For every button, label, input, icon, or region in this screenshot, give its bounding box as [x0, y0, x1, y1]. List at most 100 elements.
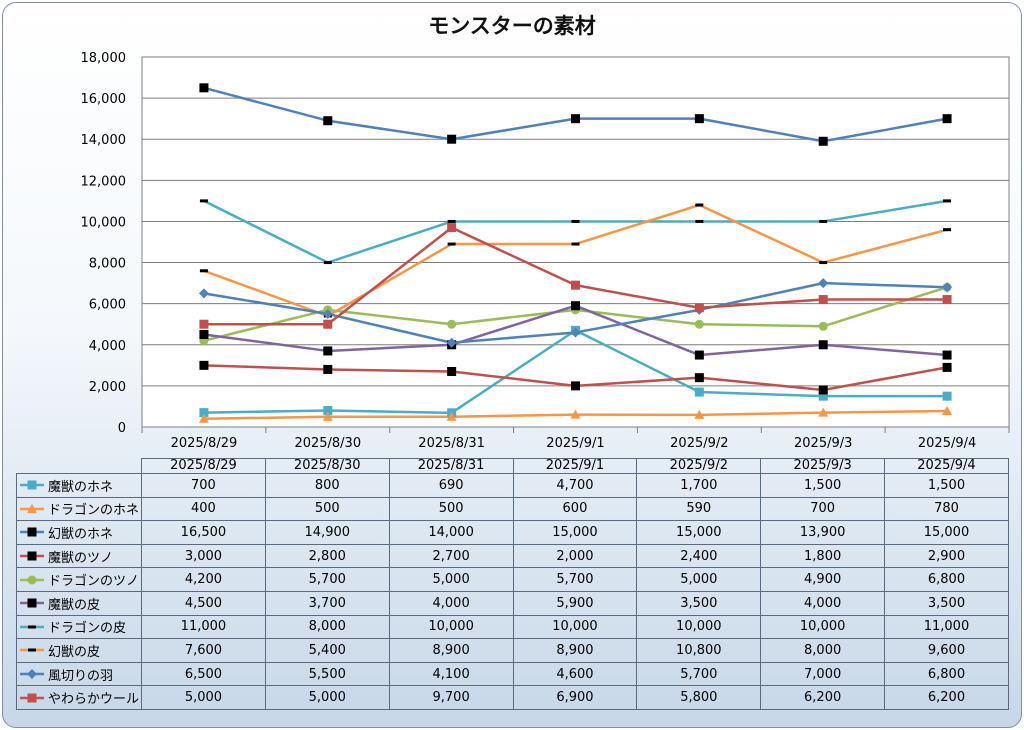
y-tick-label: 6,000 [89, 298, 126, 313]
data-point-7-0 [199, 269, 208, 273]
table-row: 魔獣のホネ 700 800 690 4,700 1,700 1,500 1,500 [16, 473, 1009, 498]
series-label-cell: 魔獣の皮 [16, 590, 142, 616]
data-point-9-1 [323, 319, 333, 329]
data-point-1-2 [446, 411, 457, 421]
data-point-6-4 [695, 219, 704, 223]
series-label-cell: 風切りの羽 [16, 661, 142, 687]
table-cell: 10,000 [388, 614, 514, 640]
data-point-1-3 [570, 409, 581, 419]
table-cell: 4,200 [141, 567, 266, 592]
data-point-7-4 [695, 203, 704, 207]
data-point-3-0 [199, 360, 209, 370]
data-point-1-1 [322, 411, 333, 421]
series-label-cell: 幻獣のホネ [16, 520, 142, 545]
table-cell: 4,100 [388, 661, 514, 687]
data-point-7-6 [943, 228, 952, 232]
table-cell: 4,900 [760, 567, 886, 592]
line-chart: 0 2,000 4,000 6,000 8,000 10,000 12,000 14,000 1… [81, 51, 1010, 451]
data-point-8-5 [818, 278, 829, 289]
chart-title: モンスターの素材 [428, 14, 596, 38]
data-point-6-0 [199, 199, 208, 203]
table-row: 風切りの羽 6,500 5,500 4,100 4,600 5,700 7,000 6,800 [16, 661, 1009, 687]
legend-key [20, 693, 44, 703]
table-column-header: 2025/8/29 [141, 458, 266, 474]
series-name: 魔獣のツノ [48, 550, 114, 566]
series-name: 幻獣の皮 [48, 644, 101, 660]
table-cell: 13,900 [760, 520, 886, 545]
series-name: 幻獣のホネ [48, 526, 114, 542]
data-point-5-1 [323, 346, 333, 356]
table-cell: 2,700 [388, 543, 514, 569]
data-point-6-6 [943, 199, 952, 203]
table-cell: 7,000 [760, 661, 886, 687]
data-point-5-3 [571, 301, 580, 311]
data-point-8-1 [322, 308, 333, 319]
table-cell: 5,000 [141, 685, 266, 710]
table-cell: 10,800 [636, 638, 762, 663]
y-tick-label: 10,000 [81, 215, 127, 230]
table-row: 幻獣の皮 7,600 5,400 8,900 8,900 10,800 8,000 9,600 [16, 638, 1009, 663]
table-cell: 6,900 [512, 685, 638, 710]
data-point-9-2 [447, 223, 457, 233]
data-point-0-6 [942, 391, 952, 401]
x-tick-label: 2025/8/29 [171, 436, 238, 451]
data-point-3-2 [447, 367, 457, 376]
series-name: 風切りの羽 [48, 668, 114, 684]
legend-key [20, 551, 44, 561]
data-point-6-3 [571, 219, 580, 223]
series-name: ドラゴンのツノ [48, 574, 140, 590]
table-cell: 690 [388, 473, 514, 498]
table-row: 魔獣の皮 4,500 3,700 4,000 5,900 3,500 4,000 3,500 [16, 590, 1009, 616]
table-cell: 1,500 [884, 473, 1009, 498]
data-point-1-6 [942, 405, 953, 415]
table-cell: 11,000 [884, 614, 1009, 640]
table-row: 幻獣のホネ 16,500 14,900 14,000 15,000 15,000 13,90… [16, 520, 1009, 545]
series-name: 魔獣の皮 [48, 597, 101, 613]
data-point-6-5 [819, 219, 828, 223]
legend-key [20, 503, 44, 513]
series-label-cell: ドラゴンのツノ [16, 567, 142, 592]
plot-area [141, 56, 1010, 428]
table-cell: 1,500 [760, 473, 886, 498]
table-cell: 5,700 [512, 567, 638, 592]
y-tick-label: 18,000 [81, 51, 127, 66]
table-cell: 5,700 [264, 567, 390, 592]
legend-key [20, 648, 44, 652]
y-tick-label: 0 [118, 421, 126, 436]
data-point-4-5 [818, 321, 828, 331]
table-cell: 500 [388, 496, 514, 522]
series-label-cell: やわらかウール [16, 685, 142, 710]
table-cell: 15,000 [884, 520, 1009, 545]
table-cell: 5,400 [264, 638, 390, 663]
legend-key [20, 480, 44, 490]
table-cell: 6,800 [884, 661, 1009, 687]
y-tick-label: 12,000 [81, 174, 127, 189]
data-point-2-4 [694, 114, 704, 124]
data-point-9-4 [694, 303, 704, 313]
table-row: ドラゴンの皮 11,000 8,000 10,000 10,000 10,000 10,00… [16, 614, 1009, 640]
data-point-7-3 [571, 242, 580, 246]
y-tick-label: 2,000 [89, 380, 126, 395]
data-point-7-5 [819, 261, 828, 265]
table-row: ドラゴンのホネ 400 500 500 600 590 700 780 [16, 496, 1009, 522]
legend-key [20, 575, 44, 585]
series-label-cell: ドラゴンの皮 [16, 614, 142, 640]
table-cell: 5,900 [512, 590, 638, 616]
table-cell: 6,800 [884, 567, 1009, 592]
table-cell: 2,000 [512, 543, 638, 569]
data-point-3-6 [942, 362, 952, 372]
data-point-5-4 [694, 350, 704, 360]
x-tick-label: 2025/9/1 [546, 436, 604, 451]
table-row: ドラゴンのツノ 4,200 5,700 5,000 5,700 5,000 4,900 6,8… [16, 567, 1009, 592]
series-name: ドラゴンの皮 [48, 621, 127, 637]
table-cell: 14,900 [264, 520, 390, 545]
data-point-5-5 [818, 340, 828, 350]
data-point-2-2 [447, 134, 457, 144]
y-tick-label: 16,000 [81, 92, 127, 107]
legend-key [20, 527, 44, 537]
data-point-3-5 [818, 385, 828, 395]
series-name: 魔獣のホネ [48, 479, 114, 495]
table-cell: 5,000 [264, 685, 390, 710]
data-point-2-6 [942, 114, 952, 124]
table-cell: 4,000 [760, 590, 886, 616]
